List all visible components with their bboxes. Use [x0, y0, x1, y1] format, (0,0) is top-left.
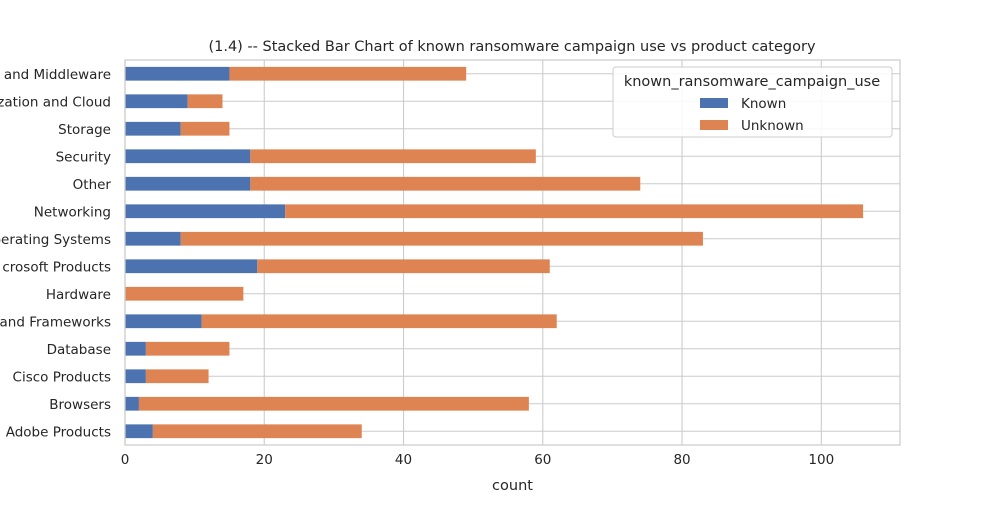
bars	[125, 66, 864, 439]
plot-frame	[124, 59, 901, 446]
y-tick-label: Networking	[34, 204, 111, 220]
bar-unknown	[125, 286, 244, 301]
bar-unknown	[250, 176, 641, 191]
bar-known	[125, 259, 258, 274]
y-tick-label: Adobe Products	[6, 424, 111, 440]
legend-swatch-known	[700, 98, 728, 108]
bar-known	[125, 424, 153, 439]
x-tick-label: 100	[808, 452, 834, 468]
chart-title: (1.4) -- Stacked Bar Chart of known rans…	[208, 39, 815, 55]
y-tick-label: and Middleware	[4, 67, 111, 83]
x-tick-label: 60	[534, 452, 551, 468]
bar-known	[125, 176, 251, 191]
y-tick-label: Browsers	[49, 397, 111, 413]
y-tick-label: perating Systems	[0, 232, 111, 248]
legend: known_ransomware_campaign_use Known Unkno…	[612, 66, 893, 138]
bar-unknown	[180, 121, 230, 136]
legend-label-unknown: Unknown	[741, 118, 804, 134]
bar-known	[125, 66, 230, 81]
y-tick-label: Storage	[58, 122, 111, 138]
legend-label-known: Known	[741, 96, 786, 112]
y-tick-label: Hardware	[46, 287, 111, 303]
legend-swatch-unknown	[700, 120, 728, 130]
x-tick-label: 80	[673, 452, 690, 468]
legend-items: Known Unknown	[700, 96, 804, 134]
bar-unknown	[145, 341, 230, 356]
bar-known	[125, 231, 181, 246]
bar-known	[125, 204, 286, 219]
y-tick-label: Database	[47, 342, 111, 358]
bar-unknown	[285, 204, 864, 219]
y-tick-label: Other	[73, 177, 112, 193]
bar-known	[125, 314, 202, 329]
bar-known	[125, 369, 146, 384]
legend-box	[612, 66, 893, 138]
bar-unknown	[145, 369, 209, 384]
y-tick-label: Security	[56, 149, 111, 165]
x-axis-label: count	[492, 478, 533, 494]
bar-known	[125, 396, 139, 411]
legend-title: known_ransomware_campaign_use	[624, 74, 880, 90]
bar-unknown	[152, 424, 362, 439]
x-tick-label: 0	[121, 452, 130, 468]
x-tick-label: 20	[256, 452, 273, 468]
bar-known	[125, 149, 251, 164]
y-tick-label: crosoft Products	[2, 259, 111, 275]
y-tick-label: zation and Cloud	[0, 94, 111, 110]
bar-unknown	[180, 231, 703, 246]
bar-unknown	[138, 396, 529, 411]
bar-unknown	[187, 94, 223, 109]
x-tick-label: 40	[395, 452, 412, 468]
x-tick-labels: 0 20 40 60 80 100	[121, 452, 835, 468]
y-tick-label: and Frameworks	[0, 314, 111, 330]
bar-unknown	[229, 66, 467, 81]
bar-known	[125, 341, 146, 356]
bar-known	[125, 94, 188, 109]
y-tick-labels: Adobe Products Browsers Cisco Products Data…	[0, 67, 111, 441]
bar-unknown	[201, 314, 557, 329]
bar-unknown	[250, 149, 536, 164]
y-tick-label: Cisco Products	[13, 369, 111, 385]
bar-unknown	[257, 259, 550, 274]
bar-known	[125, 121, 181, 136]
